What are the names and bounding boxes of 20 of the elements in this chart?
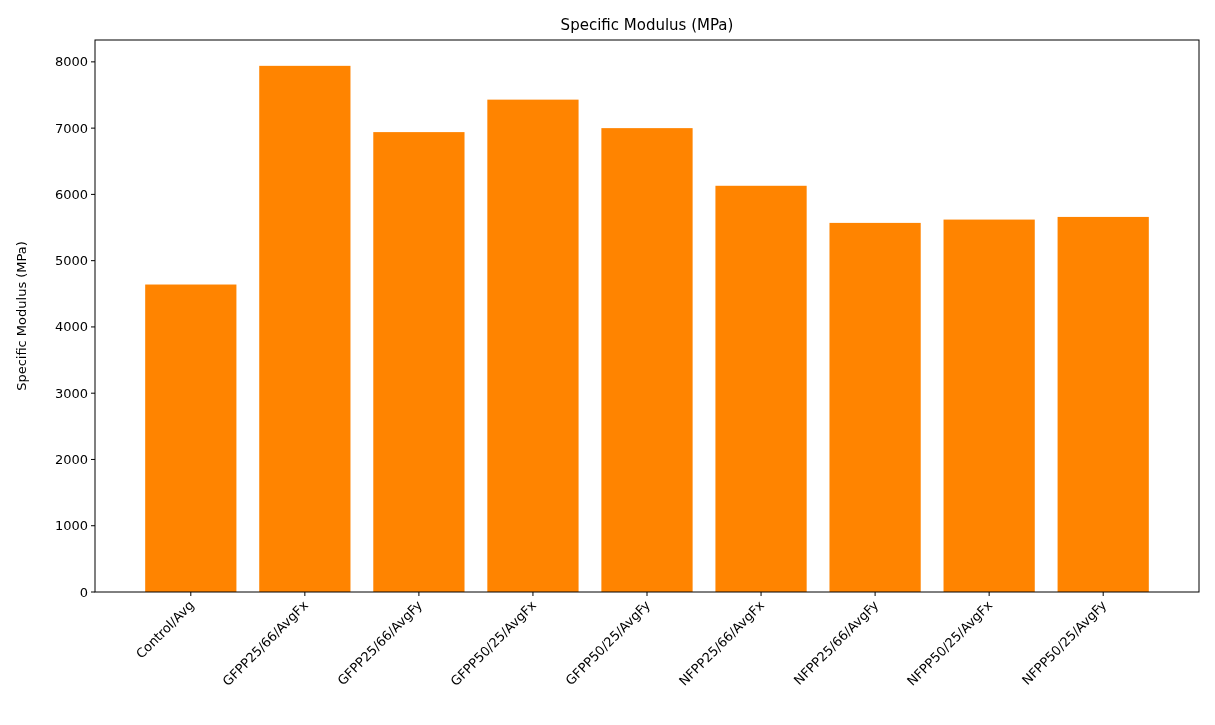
bar: [715, 185, 807, 592]
y-tick-label: 5000: [54, 253, 88, 269]
y-tick-label: 4000: [54, 319, 88, 335]
y-tick-label: 1000: [54, 518, 88, 534]
y-tick-label: 0: [79, 584, 88, 600]
bar: [1057, 216, 1149, 592]
chart-title: Specific Modulus (MPa): [560, 16, 734, 34]
bar: [259, 65, 351, 592]
y-axis-title: Specific Modulus (MPa): [14, 241, 29, 391]
y-tick-label: 6000: [54, 186, 88, 202]
y-tick-label: 3000: [54, 385, 88, 401]
bar: [487, 99, 579, 592]
bar: [373, 132, 465, 592]
bar: [601, 128, 693, 592]
bar: [145, 284, 237, 592]
y-tick-label: 8000: [54, 54, 88, 70]
y-tick-label: 2000: [54, 452, 88, 468]
bar: [829, 222, 921, 592]
bar: [943, 219, 1035, 592]
y-tick-label: 7000: [54, 120, 88, 136]
